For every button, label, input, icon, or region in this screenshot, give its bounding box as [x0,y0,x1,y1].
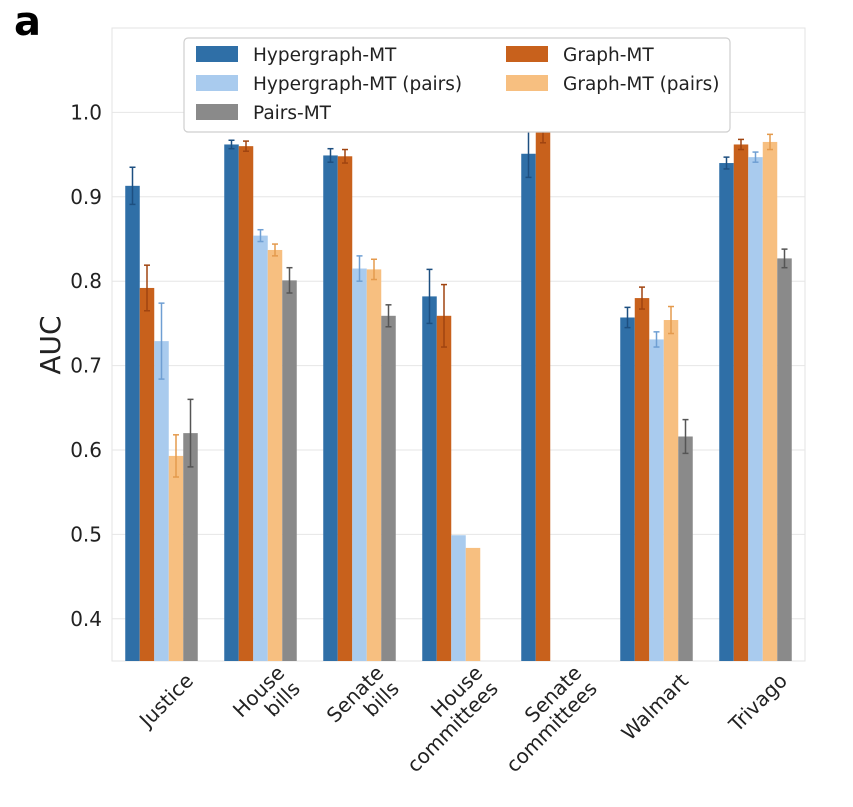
x-tick-label: Housebills [228,661,305,738]
x-tick-label: Housecommittees [386,661,502,777]
bar [748,157,763,661]
y-tick-label: 0.6 [70,438,102,462]
legend-swatch [196,75,238,91]
bar [224,144,239,662]
x-tick-label: Walmart [617,668,694,745]
y-tick-label: 0.5 [70,522,102,546]
bar [663,320,679,661]
bar [678,436,693,661]
x-tick-label: Justice [133,669,198,734]
legend-swatch [196,104,238,120]
bar [762,141,778,661]
bar [267,249,283,662]
bar [777,258,792,661]
bar [465,547,481,661]
bar [183,433,198,661]
legend-label: Hypergraph-MT [253,45,397,66]
y-axis-ticks: 0.4 0.5 0.6 0.7 0.8 0.9 1.0 [70,100,102,630]
bar [282,280,297,661]
x-tick-label-line: Justice [133,669,198,734]
bar [620,317,635,661]
y-tick-label: 0.7 [70,354,102,378]
y-axis-label: AUC [34,315,67,374]
y-tick-label: 1.0 [70,100,102,124]
y-tick-label: 0.4 [70,607,102,631]
legend-swatch [506,46,548,62]
bar [422,296,437,661]
legend-label: Graph-MT (pairs) [563,74,719,95]
bar [535,131,551,661]
x-tick-label: Senatecommittees [485,661,601,777]
legend-label: Pairs-MT [253,103,332,124]
bar [649,339,664,661]
bar [154,341,169,661]
legend-swatch [506,75,548,91]
bar [253,235,268,661]
bar [733,144,749,662]
legend: Hypergraph-MT Graph-MT Hypergraph-MT (pair… [183,37,731,133]
bar [323,155,338,661]
bar [168,455,184,661]
legend-swatch [196,46,238,62]
bar [238,146,254,661]
legend-label: Hypergraph-MT (pairs) [253,74,462,95]
x-tick-label-line: Walmart [617,668,694,745]
bar [719,163,734,662]
bar [436,315,452,661]
bar [381,315,396,661]
bar [139,287,155,661]
bar [125,185,140,661]
y-tick-label: 0.8 [70,269,102,293]
bar [366,269,382,661]
bars [125,120,792,662]
legend-box [183,37,731,133]
x-axis-ticks: Justice Housebills Senatebills Housecommitt… [133,661,792,777]
x-tick-label-line: Trivago [723,669,792,738]
bar [634,298,650,661]
bar [337,156,353,661]
x-tick-label: Trivago [723,669,792,738]
bar [451,535,466,661]
bar [521,153,536,662]
x-tick-label: Senatebills [322,661,404,743]
panel-label: a [14,0,41,45]
y-tick-label: 0.9 [70,185,102,209]
bar [352,268,367,661]
legend-label: Graph-MT [563,45,654,66]
